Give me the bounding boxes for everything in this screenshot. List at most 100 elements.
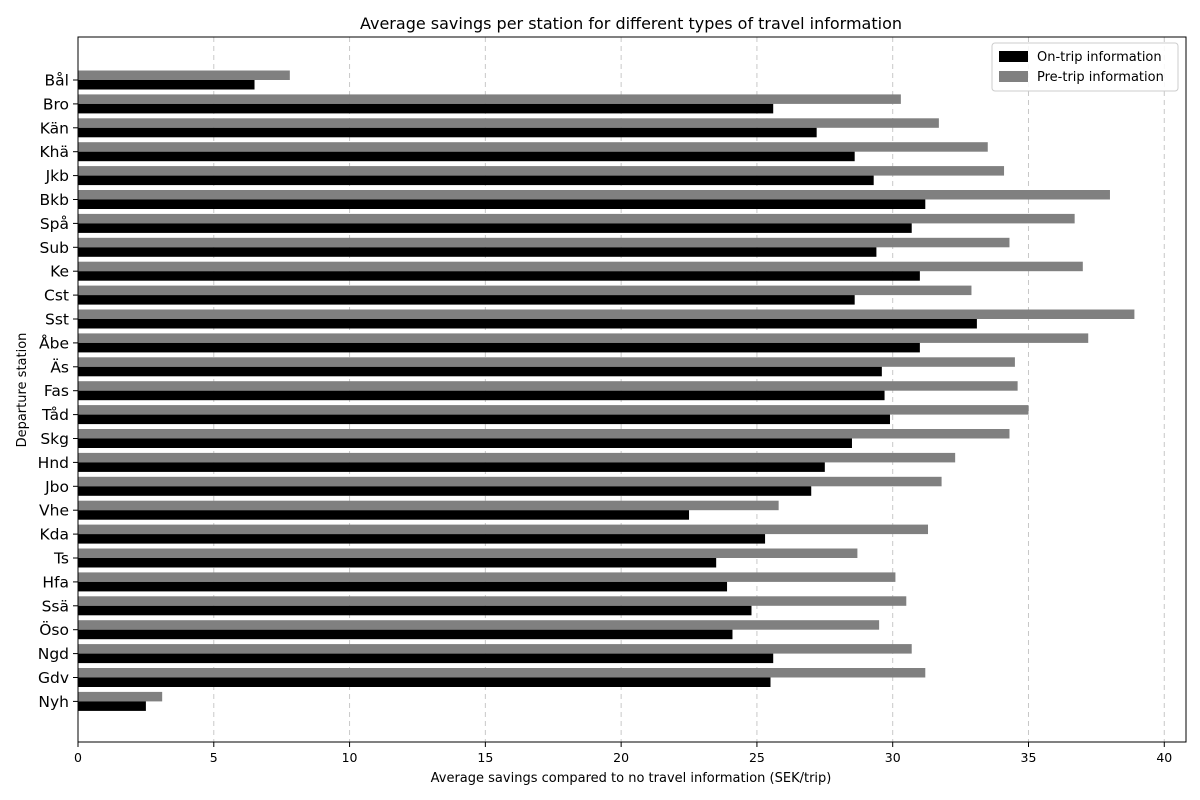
y-tick-label: Gdv	[38, 669, 69, 687]
bar-on-trip	[78, 653, 774, 664]
bar-pre-trip	[78, 691, 163, 702]
y-tick-label: Jbo	[44, 478, 69, 496]
y-tick-label: Hnd	[38, 454, 69, 472]
legend-swatch-on-trip	[999, 51, 1028, 62]
bar-pre-trip	[78, 213, 1075, 224]
bar-pre-trip	[78, 70, 290, 80]
x-tick-label: 40	[1156, 750, 1172, 765]
bar-on-trip	[78, 414, 890, 425]
bar-on-trip	[78, 247, 877, 257]
bar-on-trip	[78, 223, 912, 233]
bar-on-trip	[78, 80, 255, 90]
bar-on-trip	[78, 199, 926, 209]
bar-on-trip	[78, 103, 774, 114]
y-tick-label: Cst	[44, 287, 69, 305]
y-tick-label: Spå	[40, 215, 69, 233]
bar-pre-trip	[78, 572, 896, 582]
bar-pre-trip	[78, 524, 929, 535]
x-tick-label: 35	[1021, 750, 1037, 765]
y-tick-label: Khä	[40, 143, 70, 161]
y-tick-label: Vhe	[39, 502, 69, 520]
bar-on-trip	[78, 151, 855, 162]
bar-on-trip	[78, 605, 752, 616]
bar-pre-trip	[78, 452, 956, 463]
x-tick-label: 30	[885, 750, 901, 765]
bar-pre-trip	[78, 118, 939, 128]
bar-pre-trip	[78, 166, 1005, 176]
bar-on-trip	[78, 271, 920, 281]
legend-box	[991, 42, 1179, 92]
bar-on-trip	[78, 390, 885, 401]
y-tick-label: Åbe	[39, 333, 69, 352]
y-tick-label: Hfa	[42, 573, 69, 591]
x-tick-label: 15	[477, 750, 493, 765]
bar-on-trip	[78, 366, 882, 377]
y-axis-label: Departure station	[15, 333, 30, 448]
bar-pre-trip	[78, 500, 779, 511]
bar-pre-trip	[78, 644, 912, 654]
bar-on-trip	[78, 319, 977, 329]
bar-on-trip	[78, 558, 717, 568]
x-tick-label: 25	[749, 750, 765, 765]
bar-on-trip	[78, 175, 874, 186]
legend-label-on-trip: On-trip information	[1037, 50, 1162, 65]
bar-on-trip	[78, 701, 146, 711]
y-tick-label: Kda	[39, 526, 69, 544]
bar-pre-trip	[78, 190, 1110, 200]
bar-on-trip	[78, 462, 825, 472]
bar-pre-trip	[78, 381, 1018, 391]
y-axis-ticks: Bål Bro Kän Khä Jkb Bkb Spå Sub Ke Cst Sst Åbe Äs Fas…	[38, 72, 78, 711]
bar-on-trip	[78, 438, 852, 448]
bar-pre-trip	[78, 142, 988, 152]
bar-on-trip	[78, 534, 766, 544]
y-tick-label: Bkb	[40, 191, 69, 209]
legend: On-trip information Pre-trip information	[991, 42, 1179, 92]
y-tick-label: Bål	[45, 72, 69, 90]
bar-on-trip	[78, 295, 855, 305]
bar-pre-trip	[78, 237, 1010, 248]
legend-swatch-pre-trip	[999, 71, 1028, 82]
bar-pre-trip	[78, 405, 1029, 415]
bar-pre-trip	[78, 476, 942, 487]
bar-pre-trip	[78, 668, 926, 678]
y-tick-label: Jkb	[45, 167, 69, 185]
plot-area-frame	[77, 36, 1187, 743]
legend-label-pre-trip: Pre-trip information	[1037, 70, 1164, 85]
y-tick-label: Öso	[39, 620, 69, 639]
y-tick-label: Ts	[53, 550, 69, 568]
bar-pre-trip	[78, 261, 1083, 272]
bar-on-trip	[78, 629, 733, 640]
bar-pre-trip	[78, 333, 1089, 343]
bar-pre-trip	[78, 357, 1015, 367]
bar-on-trip	[78, 510, 690, 520]
x-axis-ticks: 0 5 10 15 20 25 30 35 40	[74, 742, 1172, 765]
y-tick-label: Skg	[40, 430, 69, 448]
bar-on-trip	[78, 127, 817, 138]
x-tick-label: 10	[342, 750, 358, 765]
x-axis-label: Average savings compared to no travel in…	[431, 771, 832, 786]
x-tick-label: 0	[74, 750, 82, 765]
x-tick-label: 5	[210, 750, 218, 765]
y-tick-label: Fas	[44, 382, 69, 400]
bar-on-trip	[78, 677, 771, 687]
bar-pre-trip	[78, 285, 972, 296]
y-tick-label: Sst	[45, 311, 69, 329]
bar-on-trip	[78, 581, 728, 592]
y-tick-label: Ssä	[42, 597, 69, 615]
bar-pre-trip	[78, 429, 1010, 439]
bars	[78, 70, 1135, 711]
chart-title: Average savings per station for differen…	[360, 14, 902, 33]
bar-pre-trip	[78, 596, 907, 606]
bar-pre-trip	[78, 94, 901, 104]
x-tick-label: 20	[613, 750, 629, 765]
y-tick-label: Tåd	[41, 406, 69, 424]
y-tick-label: Äs	[50, 357, 69, 376]
y-tick-label: Nyh	[38, 693, 69, 711]
bar-on-trip	[78, 342, 920, 353]
bar-pre-trip	[78, 309, 1135, 319]
y-tick-label: Sub	[39, 239, 69, 257]
bar-on-trip	[78, 486, 812, 496]
bar-pre-trip	[78, 620, 880, 630]
y-tick-label: Ke	[50, 263, 69, 281]
